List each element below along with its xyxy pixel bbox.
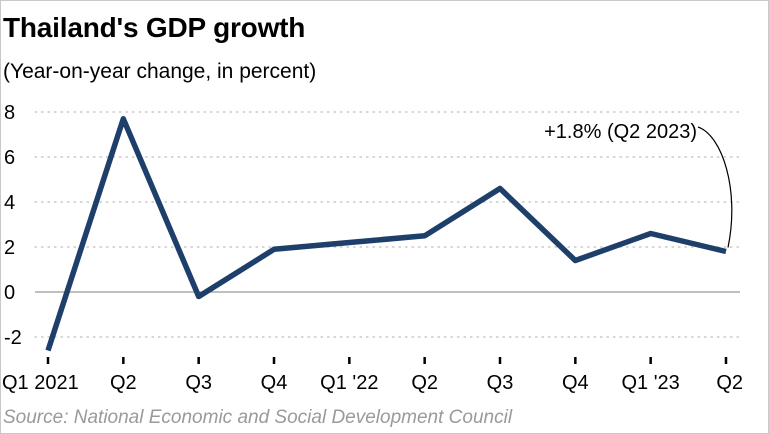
x-tick-label: Q1 '22 (320, 372, 378, 394)
y-tick-label: 8 (4, 102, 15, 124)
chart-subtitle: (Year-on-year change, in percent) (3, 60, 317, 83)
x-tick-label: Q2 (716, 372, 743, 394)
annotation-leader-line (697, 126, 733, 248)
x-tick-label: Q2 (411, 372, 438, 394)
x-tick-label: Q4 (562, 372, 589, 394)
x-tick-label: Q1 2021 (2, 372, 79, 394)
y-tick-label: 6 (4, 147, 15, 169)
x-axis-ticks: Q1 2021 Q2 Q3 Q4 Q1 '22 Q2 Q3 Q4 Q1 '23 Q2 (2, 357, 743, 394)
gdp-series-line (45, 116, 727, 352)
x-tick-label: Q1 '23 (622, 372, 680, 394)
chart-title: Thailand's GDP growth (3, 12, 306, 43)
y-tick-label: 4 (4, 192, 15, 214)
y-axis-ticks: -2 0 2 4 6 8 (4, 102, 22, 349)
x-tick-label: Q2 (110, 372, 137, 394)
y-tick-label: 0 (4, 282, 15, 304)
annotation-label: +1.8% (Q2 2023) (544, 121, 697, 143)
series-layer (45, 116, 727, 352)
annotation-layer: +1.8% (Q2 2023) (544, 121, 733, 248)
grid-layer (34, 111, 741, 338)
x-tick-label: Q3 (487, 372, 514, 394)
x-tick-label: Q4 (261, 372, 288, 394)
x-tick-label: Q3 (185, 372, 212, 394)
y-tick-label: -2 (4, 327, 22, 349)
source-note: Source: National Economic and Social Dev… (3, 407, 513, 428)
y-tick-label: 2 (4, 237, 15, 259)
